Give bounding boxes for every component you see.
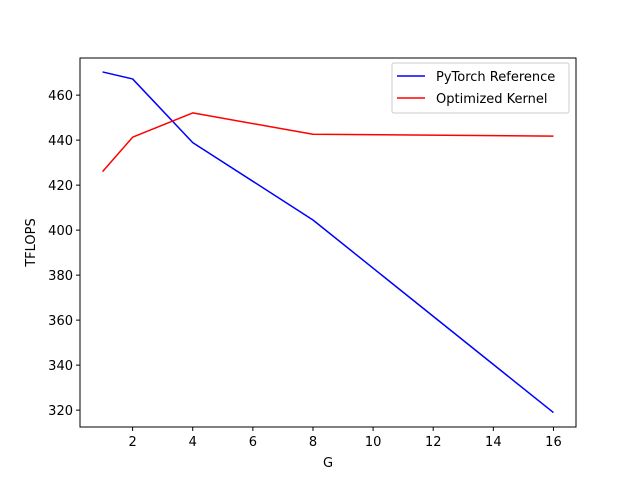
y-tick-label: 420: [48, 179, 73, 194]
x-tick-label: 4: [189, 435, 197, 450]
x-tick-label: 10: [365, 435, 382, 450]
y-tick-label: 360: [48, 314, 73, 329]
plot-frame: [79, 57, 577, 428]
y-axis-label: TFLOPS: [24, 218, 39, 268]
x-tick-label: 14: [485, 435, 502, 450]
y-axis-ticks: 320 340 360 380 400 420 440 460: [48, 89, 80, 419]
legend: PyTorch Reference Optimized Kernel: [391, 62, 570, 114]
x-tick-label: 6: [249, 435, 257, 450]
y-tick-label: 440: [48, 134, 73, 149]
x-tick-label: 12: [425, 435, 442, 450]
x-tick-label: 2: [128, 435, 136, 450]
series-line-optimized-kernel: [101, 112, 554, 173]
y-tick-label: 340: [48, 359, 73, 374]
x-axis-ticks: 2 4 6 8 10 12 14 16: [128, 427, 562, 450]
series-lines: [101, 71, 554, 414]
y-tick-label: 320: [48, 404, 73, 419]
legend-box: [391, 62, 570, 114]
x-tick-label: 8: [309, 435, 317, 450]
y-tick-label: 400: [48, 224, 73, 239]
legend-label-pytorch-reference: PyTorch Reference: [436, 70, 555, 85]
x-axis-label: G: [323, 456, 333, 471]
plot-area: [79, 57, 577, 428]
series-line-pytorch-reference: [102, 71, 554, 414]
legend-label-optimized-kernel: Optimized Kernel: [436, 92, 548, 107]
y-tick-label: 460: [48, 89, 73, 104]
x-tick-label: 16: [545, 435, 562, 450]
y-tick-label: 380: [48, 269, 73, 284]
